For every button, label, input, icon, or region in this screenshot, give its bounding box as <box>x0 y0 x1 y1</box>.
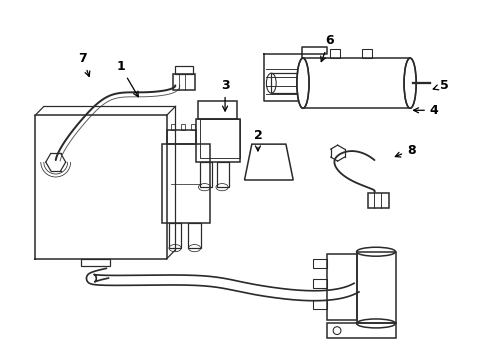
Bar <box>188 223 200 248</box>
Text: 5: 5 <box>432 79 447 92</box>
Text: 3: 3 <box>220 79 229 111</box>
Bar <box>312 300 326 309</box>
Text: 4: 4 <box>413 104 438 117</box>
Bar <box>362 49 371 58</box>
Bar <box>271 73 303 93</box>
Ellipse shape <box>296 58 308 108</box>
Bar <box>271 158 283 171</box>
Bar <box>303 58 409 108</box>
Bar <box>195 119 239 162</box>
Bar <box>199 162 211 187</box>
Bar <box>81 259 110 266</box>
Text: 2: 2 <box>253 129 262 151</box>
Text: 8: 8 <box>394 144 415 157</box>
Bar <box>198 101 237 119</box>
Bar <box>326 323 395 338</box>
Bar <box>312 279 326 288</box>
Bar <box>190 125 194 130</box>
Bar <box>312 259 326 268</box>
Text: 6: 6 <box>320 34 333 62</box>
Bar <box>199 119 239 158</box>
Bar <box>181 125 184 130</box>
Bar <box>356 252 395 323</box>
Bar <box>249 155 264 169</box>
Bar <box>175 67 193 75</box>
Bar <box>169 223 181 248</box>
Ellipse shape <box>403 58 415 108</box>
Text: 7: 7 <box>78 52 90 76</box>
Bar <box>329 49 339 58</box>
Text: 1: 1 <box>116 60 138 97</box>
Bar <box>162 144 210 223</box>
Bar <box>217 162 229 187</box>
Bar <box>171 125 175 130</box>
Polygon shape <box>244 144 293 180</box>
Bar <box>326 254 356 320</box>
Bar <box>173 75 195 90</box>
